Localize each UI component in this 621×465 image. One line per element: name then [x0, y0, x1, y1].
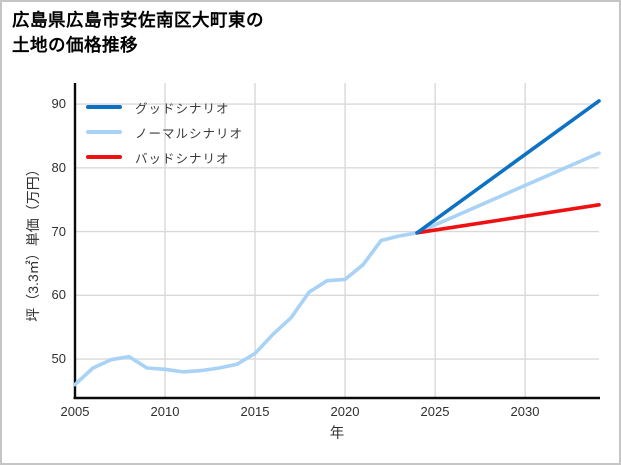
legend-label: バッドシナリオ [135, 151, 230, 166]
legend-item-normal-scenario: ノーマルシナリオ [86, 122, 243, 142]
series-line-good_forecast [415, 99, 601, 235]
y-tick-label: 50 [51, 351, 66, 366]
x-tick-label: 2020 [330, 404, 360, 419]
x-axis-title: 年 [329, 426, 345, 442]
y-tick-label: 80 [51, 160, 66, 175]
legend-label: ノーマルシナリオ [135, 126, 244, 141]
series-line-historical [73, 231, 419, 387]
chart-title: 広島県広島市安佐南区大町東の 土地の価格推移 [12, 8, 264, 59]
y-tick-label: 70 [51, 224, 66, 239]
chart-legend: グッドシナリオ ノーマルシナリオ バッドシナリオ [86, 97, 243, 172]
y-axis-title: 坪（3.3㎡）単価（万円） [25, 162, 41, 322]
legend-item-good-scenario: グッドシナリオ [86, 97, 243, 117]
y-tick-label: 90 [51, 96, 66, 111]
x-tick-label: 2005 [60, 404, 90, 419]
series-line-normal_forecast [415, 151, 601, 235]
chart-title-line2: 土地の価格推移 [12, 35, 138, 56]
x-tick-label: 2010 [150, 404, 180, 419]
legend-item-bad-scenario: バッドシナリオ [86, 147, 243, 167]
good-scenario-line-swatch [86, 105, 122, 109]
series-line-bad_forecast [415, 203, 601, 235]
bad-scenario-line-swatch [86, 155, 122, 159]
normal-scenario-line-swatch [86, 130, 122, 134]
x-tick-label: 2025 [420, 404, 450, 419]
x-tick-label: 2030 [510, 404, 540, 419]
legend-label: グッドシナリオ [135, 101, 230, 116]
chart-title-line1: 広島県広島市安佐南区大町東の [12, 10, 264, 30]
y-tick-label: 60 [51, 287, 66, 302]
x-tick-label: 2015 [240, 404, 270, 419]
